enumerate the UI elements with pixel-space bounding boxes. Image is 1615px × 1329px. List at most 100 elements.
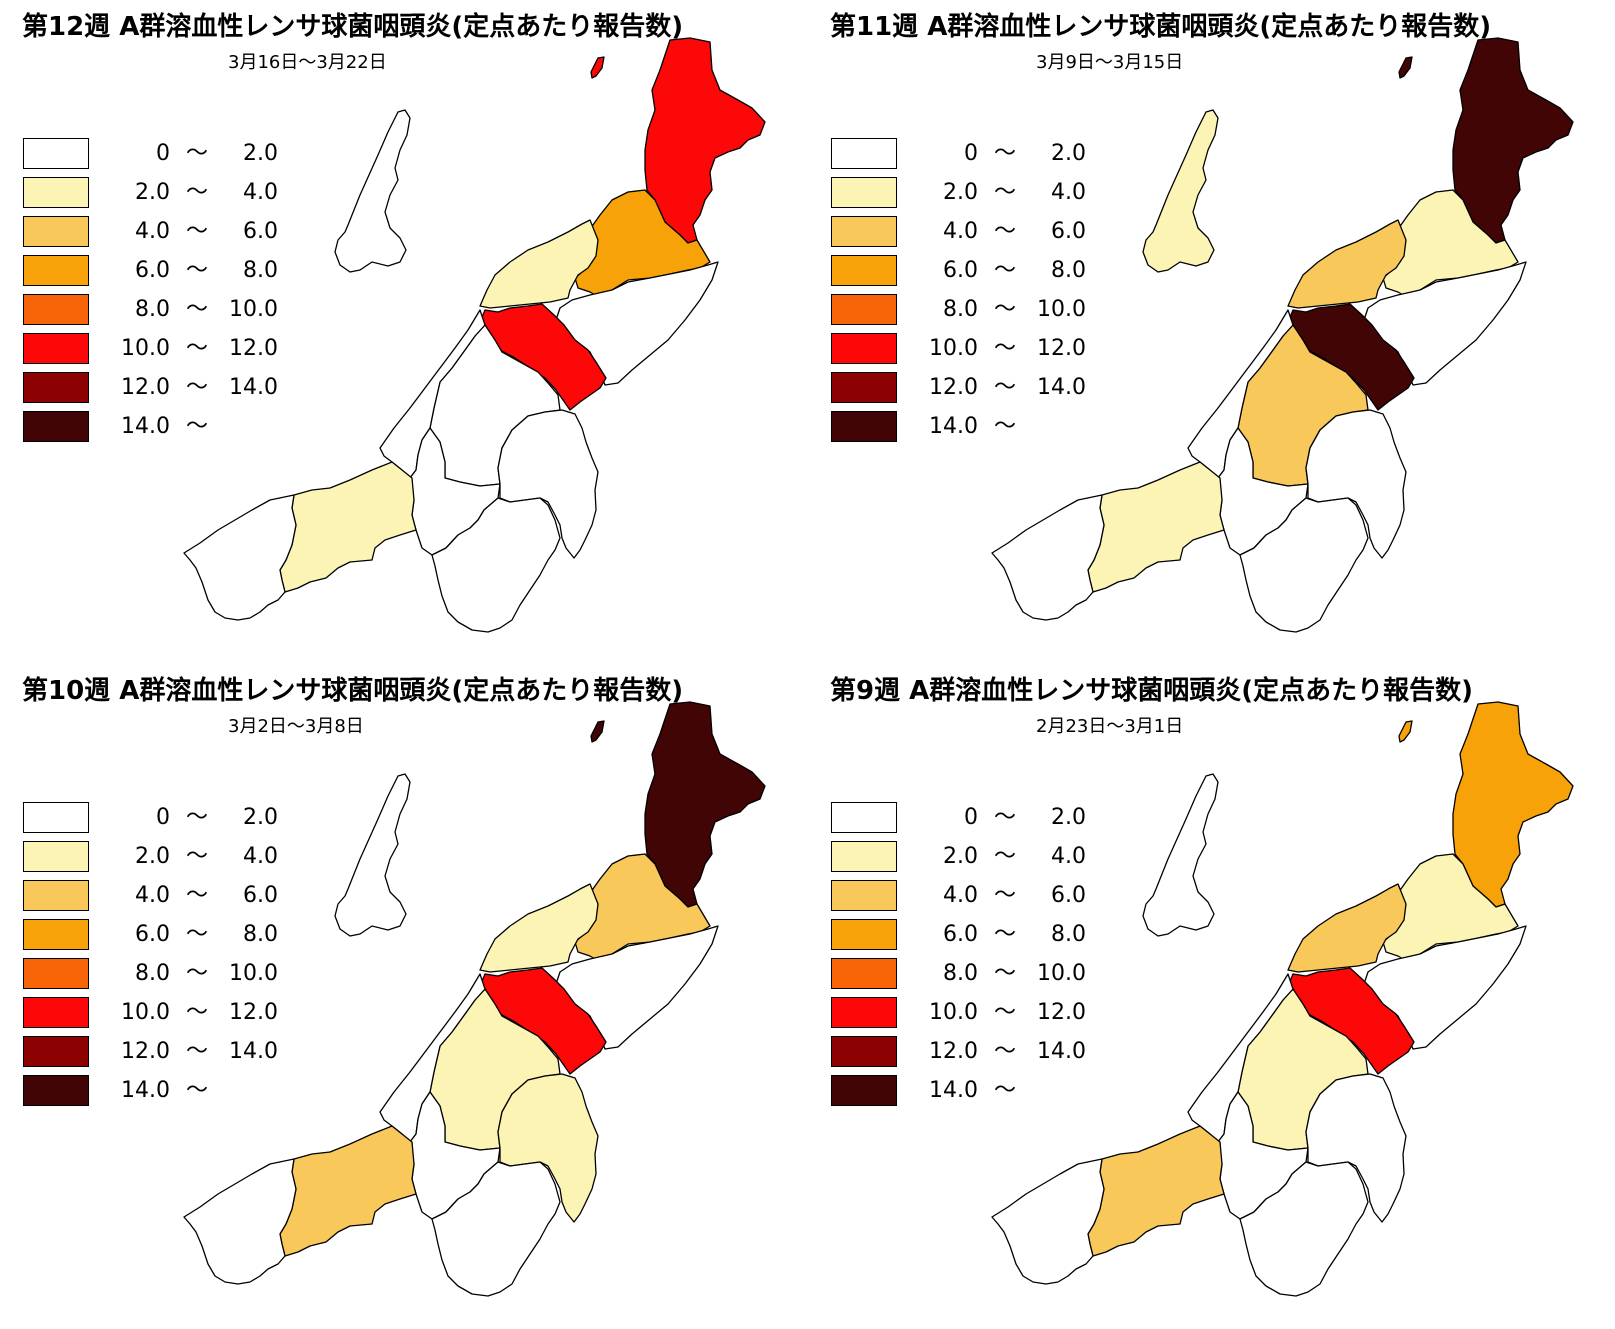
legend-range-separator: 〜 bbox=[993, 844, 1016, 869]
legend-range-from: 10.0 bbox=[121, 336, 170, 361]
legend-range-separator: 〜 bbox=[993, 219, 1016, 244]
legend-range-from: 8.0 bbox=[135, 961, 170, 986]
legend-range-to: 10.0 bbox=[229, 961, 278, 986]
legend-range-to: 14.0 bbox=[1037, 375, 1086, 400]
legend-label: 0 〜 2.0 bbox=[106, 138, 278, 169]
region-joetsu bbox=[1087, 1125, 1225, 1257]
legend-range-to: 10.0 bbox=[229, 297, 278, 322]
legend-swatch bbox=[23, 411, 89, 442]
legend-label: 0 〜 2.0 bbox=[106, 802, 278, 833]
legend-swatch bbox=[831, 372, 897, 403]
legend-range-separator: 〜 bbox=[185, 844, 208, 869]
legend-range-separator: 〜 bbox=[185, 922, 208, 947]
region-minamiuonuma bbox=[1239, 497, 1369, 633]
legend-label: 6.0 〜 8.0 bbox=[914, 255, 1086, 286]
legend-label: 12.0 〜 14.0 bbox=[914, 1036, 1086, 1067]
legend-range-separator: 〜 bbox=[993, 297, 1016, 322]
legend-range-separator: 〜 bbox=[185, 1039, 208, 1064]
legend-label: 2.0 〜 4.0 bbox=[106, 841, 278, 872]
legend-range-separator: 〜 bbox=[185, 1078, 208, 1103]
legend-range-to: 8.0 bbox=[1051, 258, 1086, 283]
legend-label: 6.0 〜 8.0 bbox=[914, 919, 1086, 950]
legend-label: 0 〜 2.0 bbox=[914, 802, 1086, 833]
legend-range-from: 12.0 bbox=[929, 375, 978, 400]
legend-range-separator: 〜 bbox=[993, 414, 1016, 439]
legend-range-to: 14.0 bbox=[229, 375, 278, 400]
region-niitsu bbox=[479, 219, 599, 309]
legend-range-to: 2.0 bbox=[1051, 141, 1086, 166]
region-minamiuonuma bbox=[431, 497, 561, 633]
region-islet bbox=[590, 720, 605, 743]
legend-label: 12.0 〜 14.0 bbox=[914, 372, 1086, 403]
region-sado bbox=[334, 773, 411, 937]
legend-range-from: 8.0 bbox=[943, 297, 978, 322]
legend-range-from: 0 bbox=[156, 141, 170, 166]
legend-range-to: 12.0 bbox=[1037, 336, 1086, 361]
legend-label: 10.0 〜 12.0 bbox=[106, 997, 278, 1028]
legend-range-to: 6.0 bbox=[1051, 883, 1086, 908]
legend-range-separator: 〜 bbox=[185, 180, 208, 205]
legend-label: 14.0 〜 bbox=[106, 411, 278, 442]
legend-range-from: 10.0 bbox=[929, 336, 978, 361]
region-joetsu bbox=[279, 461, 417, 593]
panel-date-range: 3月9日〜3月15日 bbox=[1036, 52, 1184, 73]
prefecture-choropleth-map bbox=[991, 37, 1574, 633]
region-joetsu bbox=[279, 1125, 417, 1257]
region-north bbox=[1452, 701, 1574, 908]
legend-range-separator: 〜 bbox=[185, 883, 208, 908]
region-north bbox=[1452, 37, 1574, 244]
legend-swatch bbox=[831, 841, 897, 872]
legend-swatch bbox=[23, 333, 89, 364]
legend-range-separator: 〜 bbox=[185, 297, 208, 322]
legend-swatch bbox=[23, 1075, 89, 1106]
region-minamiuonuma bbox=[1239, 1161, 1369, 1297]
region-niitsu bbox=[479, 883, 599, 973]
legend-range-from: 4.0 bbox=[943, 219, 978, 244]
legend-label: 4.0 〜 6.0 bbox=[914, 216, 1086, 247]
legend-range-to: 2.0 bbox=[243, 805, 278, 830]
legend-swatch bbox=[831, 1075, 897, 1106]
legend-swatch bbox=[831, 216, 897, 247]
legend-label: 0 〜 2.0 bbox=[914, 138, 1086, 169]
legend-swatch bbox=[23, 138, 89, 169]
legend-range-separator: 〜 bbox=[185, 961, 208, 986]
legend-label: 10.0 〜 12.0 bbox=[914, 333, 1086, 364]
legend-range-from: 12.0 bbox=[121, 375, 170, 400]
legend-range-separator: 〜 bbox=[993, 141, 1016, 166]
legend-range-to: 8.0 bbox=[243, 922, 278, 947]
prefecture-choropleth-map bbox=[991, 701, 1574, 1297]
legend-range-from: 4.0 bbox=[135, 883, 170, 908]
legend-swatch bbox=[23, 919, 89, 950]
legend-label: 14.0 〜 bbox=[914, 1075, 1086, 1106]
legend-swatch bbox=[23, 372, 89, 403]
region-joetsu bbox=[1087, 461, 1225, 593]
legend-range-separator: 〜 bbox=[993, 375, 1016, 400]
panel-title: 第10週 A群溶血性レンサ球菌咽頭炎(定点あたり報告数) bbox=[22, 676, 684, 706]
legend-swatch bbox=[23, 294, 89, 325]
panel-title: 第12週 A群溶血性レンサ球菌咽頭炎(定点あたり報告数) bbox=[22, 12, 684, 42]
legend-range-from: 12.0 bbox=[929, 1039, 978, 1064]
legend-range-separator: 〜 bbox=[993, 883, 1016, 908]
legend-swatch bbox=[23, 997, 89, 1028]
legend-range-to: 6.0 bbox=[243, 883, 278, 908]
legend-swatch bbox=[831, 919, 897, 950]
legend-label: 2.0 〜 4.0 bbox=[914, 177, 1086, 208]
legend-range-separator: 〜 bbox=[993, 258, 1016, 283]
prefecture-choropleth-map bbox=[183, 37, 766, 633]
legend-range-to: 10.0 bbox=[1037, 297, 1086, 322]
region-minamiuonuma bbox=[431, 1161, 561, 1297]
legend-range-separator: 〜 bbox=[185, 414, 208, 439]
region-itoigawa bbox=[991, 1158, 1105, 1285]
map-panel-week10: 第10週 A群溶血性レンサ球菌咽頭炎(定点あたり報告数) 3月2日〜3月8日 0… bbox=[0, 664, 800, 1324]
legend-range-separator: 〜 bbox=[993, 180, 1016, 205]
legend-range-from: 6.0 bbox=[135, 922, 170, 947]
region-islet bbox=[590, 56, 605, 79]
region-itoigawa bbox=[183, 1158, 297, 1285]
legend-range-to: 14.0 bbox=[229, 1039, 278, 1064]
legend-swatch bbox=[23, 802, 89, 833]
legend-range-from: 0 bbox=[964, 141, 978, 166]
legend-range-to: 12.0 bbox=[229, 336, 278, 361]
legend-range-from: 2.0 bbox=[943, 180, 978, 205]
legend-range-to: 2.0 bbox=[1051, 805, 1086, 830]
legend-range-separator: 〜 bbox=[993, 1039, 1016, 1064]
